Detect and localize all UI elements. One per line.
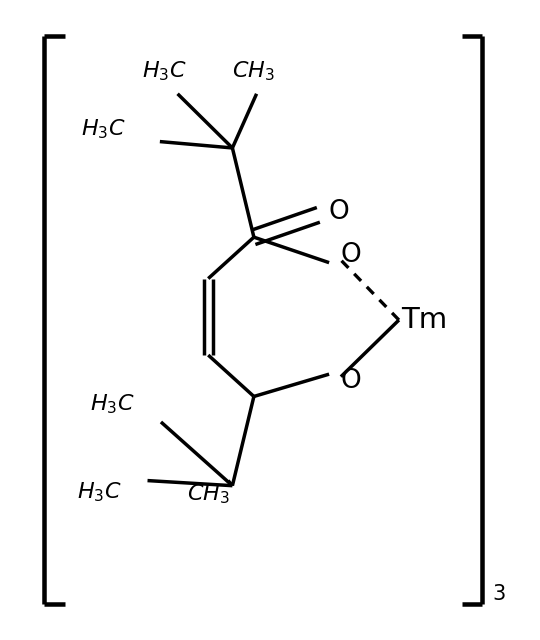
Text: 3: 3 — [493, 584, 506, 604]
Text: O: O — [340, 367, 361, 394]
Text: $H_3C$: $H_3C$ — [77, 480, 122, 504]
Text: $CH_3$: $CH_3$ — [187, 483, 230, 506]
Text: $H_3C$: $H_3C$ — [90, 392, 134, 416]
Text: O: O — [340, 242, 361, 268]
Text: O: O — [328, 198, 349, 225]
Text: $H_3C$: $H_3C$ — [81, 117, 126, 141]
Text: Tm: Tm — [402, 306, 448, 334]
Text: $CH_3$: $CH_3$ — [232, 60, 275, 83]
Text: $H_3C$: $H_3C$ — [142, 60, 187, 83]
